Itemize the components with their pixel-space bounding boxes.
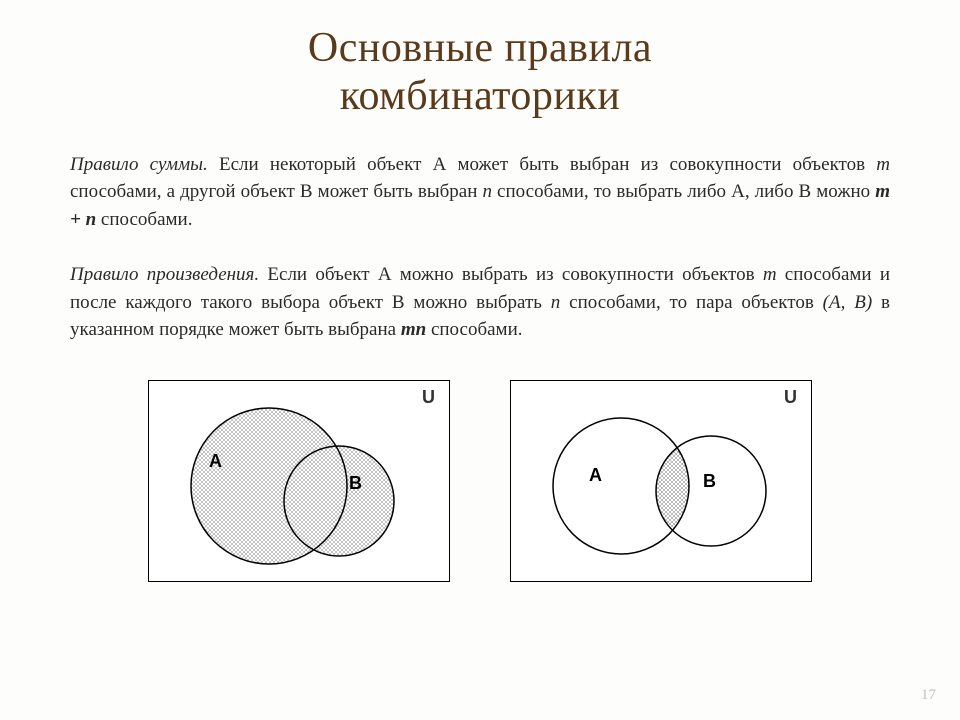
product-rule-lead: Правило произведения. [70, 264, 259, 285]
paragraph-sum-rule: Правило суммы. Если некоторый объект А м… [70, 151, 890, 234]
paragraph-product-rule: Правило произведения. Если объект А можн… [70, 261, 890, 344]
diagram-row: U A B U [0, 372, 960, 582]
body-text: Правило суммы. Если некоторый объект А м… [0, 121, 960, 344]
u-label-2: U [784, 387, 797, 408]
b-label-1: B [349, 473, 362, 493]
venn-intersection-box: U A [510, 380, 812, 582]
u-label-1: U [422, 387, 435, 408]
slide-number: 17 [921, 687, 936, 704]
title-line-1: Основные правила [308, 25, 652, 71]
venn-union-svg: A B [149, 381, 449, 581]
slide: Основные правила комбинаторики Правило с… [0, 0, 960, 720]
title-line-2: комбинаторики [340, 73, 621, 119]
a-label-2: A [589, 465, 602, 485]
venn-union-box: U A B [148, 380, 450, 582]
sum-rule-lead: Правило суммы. [70, 154, 208, 175]
b-label-2: B [703, 471, 716, 491]
slide-title: Основные правила комбинаторики [0, 0, 960, 121]
a-label-1: A [209, 451, 222, 471]
venn-intersection-svg: A B [511, 381, 811, 581]
